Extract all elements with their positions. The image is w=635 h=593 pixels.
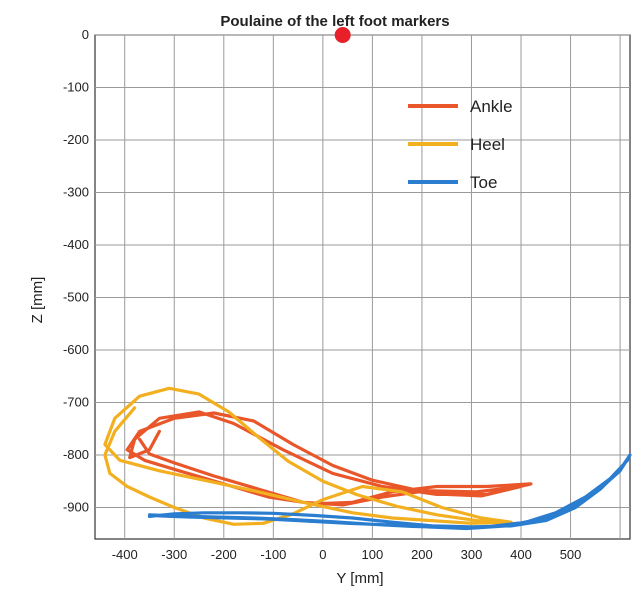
x-tick-label: -400: [112, 547, 138, 562]
legend-label-ankle: Ankle: [470, 97, 513, 116]
legend-label-toe: Toe: [470, 173, 497, 192]
x-tick-label: 100: [362, 547, 384, 562]
series-lines: [103, 386, 632, 531]
y-tick-label: -600: [63, 342, 89, 357]
chart-legend: Ankle Heel Toe: [408, 97, 513, 192]
origin-marker: [334, 27, 351, 43]
y-tick-labels: 0 -100 -200 -300 -400 -500 -600 -700 -800 -900: [63, 27, 89, 515]
x-tick-label: -100: [260, 547, 286, 562]
x-tick-label: 300: [461, 547, 483, 562]
x-axis-label: Y [mm]: [336, 570, 383, 587]
series-line-ankle: [125, 410, 533, 507]
y-tick-label: -900: [63, 500, 89, 515]
y-tick-label: 0: [82, 27, 89, 42]
y-tick-label: -800: [63, 447, 89, 462]
series-line-toe: [147, 453, 632, 531]
x-tick-labels: -400 -300 -200 -100 0 100 200 300 400 500: [112, 547, 582, 562]
y-tick-label: -200: [63, 132, 89, 147]
y-tick-label: -300: [63, 185, 89, 200]
x-tick-label: 500: [560, 547, 582, 562]
x-tick-label: -200: [211, 547, 237, 562]
chart-title: Poulaine of the left foot markers: [220, 13, 449, 30]
y-tick-label: -400: [63, 237, 89, 252]
x-tick-label: 400: [510, 547, 532, 562]
y-tick-label: -700: [63, 395, 89, 410]
y-tick-label: -500: [63, 290, 89, 305]
grid-lines: [95, 34, 630, 539]
x-tick-label: -300: [161, 547, 187, 562]
origin-markers: [334, 27, 351, 43]
y-tick-label: -100: [63, 80, 89, 95]
y-axis-label: Z [mm]: [29, 277, 46, 324]
legend-label-heel: Heel: [470, 135, 505, 154]
x-tick-label: 0: [319, 547, 326, 562]
x-tick-label: 200: [411, 547, 433, 562]
